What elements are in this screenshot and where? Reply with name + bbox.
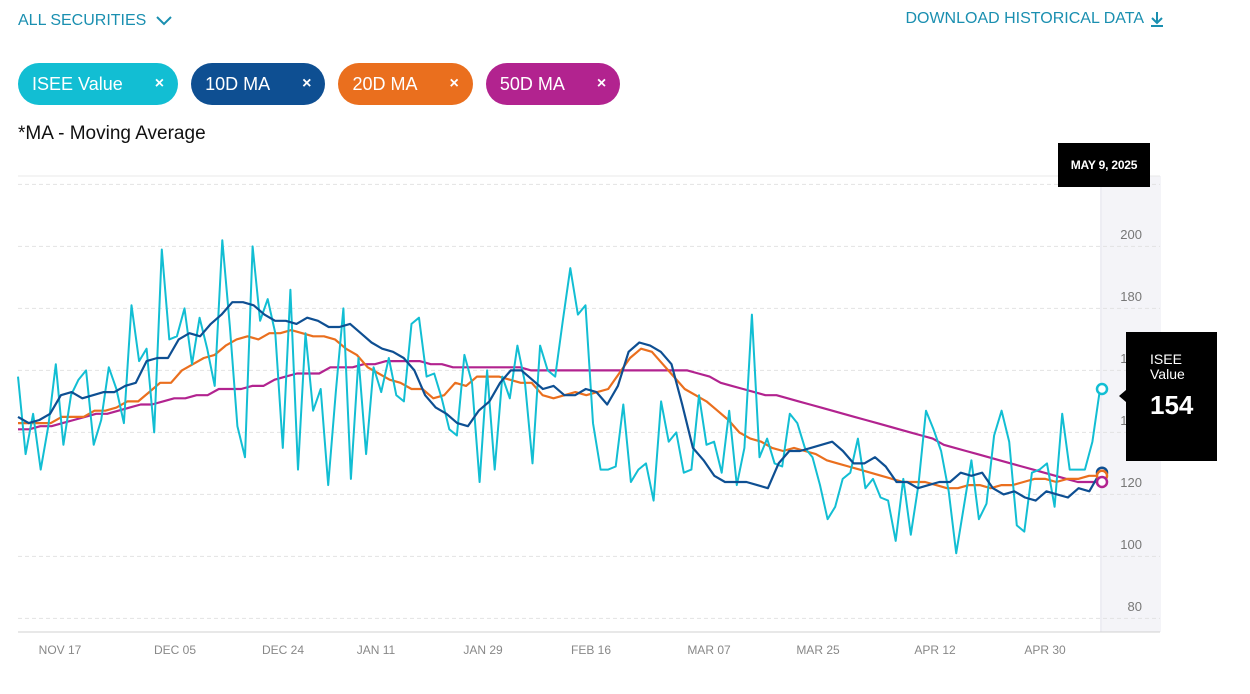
x-tick-label: FEB 16: [571, 643, 611, 657]
x-tick-label: JAN 29: [463, 643, 503, 657]
isee-value-line: [17, 239, 1101, 555]
date-tooltip: MAY 9, 2025: [1058, 143, 1150, 187]
x-tick-label: APR 30: [1024, 643, 1066, 657]
y-tick-label: 100: [1120, 537, 1142, 552]
tooltip-arrow: [1119, 390, 1126, 402]
x-tick-label: MAR 25: [796, 643, 840, 657]
chip-50d-ma[interactable]: 50D MA ×: [485, 63, 621, 105]
x-tick-label: APR 12: [914, 643, 956, 657]
x-tick-label: NOV 17: [39, 643, 82, 657]
y-tick-label: 200: [1120, 227, 1142, 242]
chip-label: 20D MA: [352, 73, 418, 94]
chevron-down-icon: [156, 16, 173, 26]
ma10-line: [17, 301, 1101, 502]
moving-average-note: *MA - Moving Average: [18, 123, 206, 144]
y-tick-label: 180: [1120, 289, 1142, 304]
securities-dropdown[interactable]: ALL SECURITIES: [18, 12, 173, 30]
series-chips: ISEE Value × 10D MA × 20D MA × 50D MA ×: [18, 63, 621, 105]
ma50-line: [18, 360, 1100, 484]
download-historical-data-link[interactable]: DOWNLOAD HISTORICAL DATA: [905, 10, 1164, 28]
x-tick-label: MAR 07: [687, 643, 731, 657]
isee-value-end-marker: [1095, 382, 1109, 396]
chip-label: 50D MA: [499, 73, 565, 94]
close-icon[interactable]: ×: [302, 75, 312, 92]
close-icon[interactable]: ×: [596, 75, 607, 92]
ma50-end-marker: [1095, 475, 1109, 489]
download-label: DOWNLOAD HISTORICAL DATA: [905, 10, 1144, 27]
x-tick-label: JAN 11: [357, 643, 396, 657]
close-icon[interactable]: ×: [154, 75, 165, 92]
chip-label: ISEE Value: [32, 73, 123, 94]
download-icon: [1151, 12, 1163, 27]
top-bar: ALL SECURITIES DOWNLOAD HISTORICAL DATA: [18, 10, 1164, 32]
value-tooltip: ISEE Value 154: [1119, 332, 1217, 461]
chip-isee-value[interactable]: ISEE Value ×: [18, 63, 179, 105]
tooltip-value: 154: [1150, 390, 1194, 420]
x-tick-label: DEC 24: [262, 643, 304, 657]
tooltip-series-label: ISEE Value: [1150, 351, 1185, 382]
y-tick-label: 120: [1120, 475, 1142, 490]
chip-20d-ma[interactable]: 20D MA ×: [338, 63, 473, 105]
x-tick-label: DEC 05: [154, 643, 196, 657]
close-icon[interactable]: ×: [449, 75, 459, 92]
chip-label: 10D MA: [205, 73, 271, 94]
y-tick-label: 80: [1128, 599, 1142, 614]
chip-10d-ma[interactable]: 10D MA ×: [191, 63, 326, 105]
securities-dropdown-label: ALL SECURITIES: [18, 12, 147, 29]
